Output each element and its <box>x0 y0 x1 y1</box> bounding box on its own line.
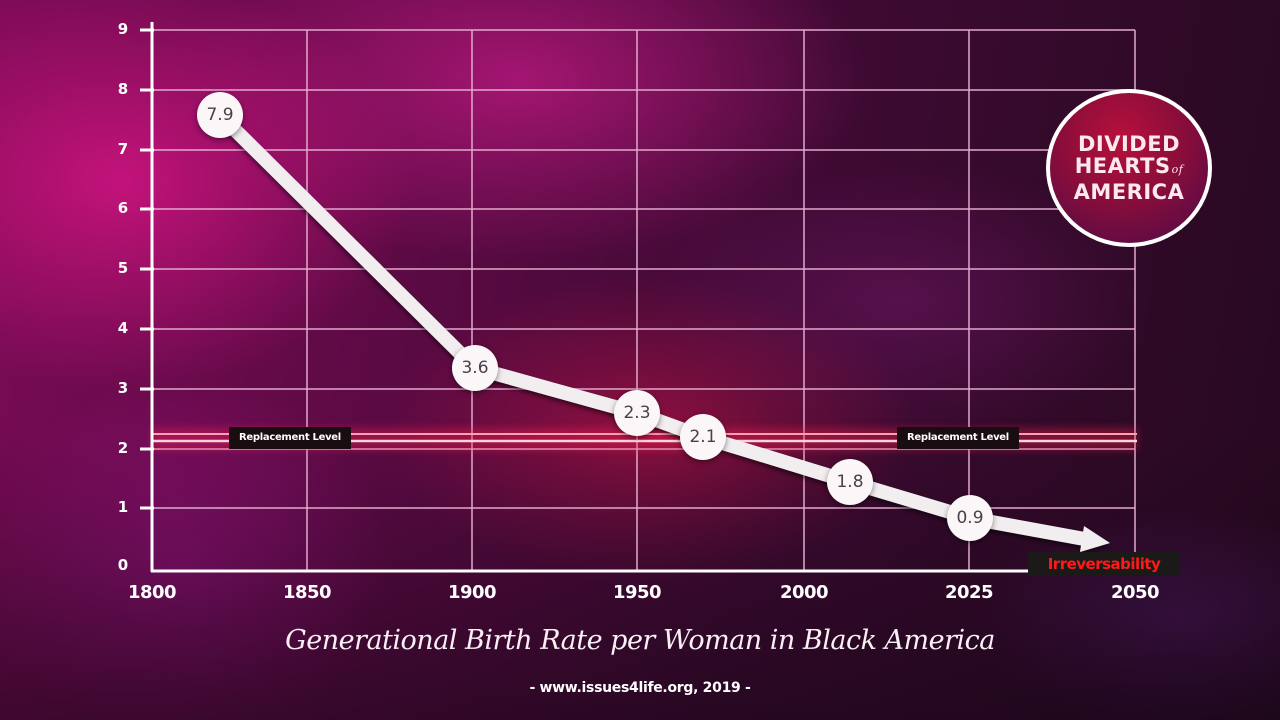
x-tick-label: 2000 <box>779 582 829 603</box>
irreversability-label: Irreversability <box>1028 552 1180 576</box>
vertical-gridlines <box>306 30 1136 570</box>
chart-source: - www.issues4life.org, 2019 - <box>529 680 751 696</box>
y-tick-label: 9 <box>117 20 129 38</box>
x-tick-label: 2050 <box>1110 582 1160 603</box>
x-tick-label: 1950 <box>612 582 662 603</box>
y-tick-label: 4 <box>117 319 129 337</box>
logo-line-2: HEARTSof <box>1075 155 1184 181</box>
y-tick-label: 5 <box>117 259 129 277</box>
logo-line-1: DIVIDED <box>1077 132 1181 156</box>
replacement-level-label-right: Replacement Level <box>897 427 1019 449</box>
logo-of-text: of <box>1171 163 1184 176</box>
y-tick-label: 1 <box>117 498 129 516</box>
replacement-level-label-left: Replacement Level <box>229 427 351 449</box>
trend-arrow <box>215 110 1110 552</box>
divided-hearts-logo: DIVIDED HEARTSof AMERICA <box>1046 89 1212 247</box>
y-tick-label: 8 <box>117 80 129 98</box>
y-tick-label: 7 <box>117 140 129 158</box>
data-point-1950: 2.3 <box>614 390 660 436</box>
data-point-1900: 3.6 <box>452 345 498 391</box>
x-tick-label: 1800 <box>127 582 177 603</box>
x-tick-label: 1900 <box>447 582 497 603</box>
data-point-1820: 7.9 <box>197 92 243 138</box>
y-tick-label: 3 <box>117 379 129 397</box>
logo-line-3: AMERICA <box>1073 180 1185 204</box>
chart-title: Generational Birth Rate per Woman in Bla… <box>285 625 995 656</box>
data-point-1970: 2.1 <box>680 414 726 460</box>
data-point-2015: 1.8 <box>827 459 873 505</box>
axes <box>140 22 1028 573</box>
logo-hearts-text: HEARTS <box>1074 154 1171 178</box>
x-tick-label: 1850 <box>282 582 332 603</box>
y-tick-label: 0 <box>117 556 129 574</box>
y-tick-label: 6 <box>117 199 129 217</box>
y-tick-label: 2 <box>117 439 129 457</box>
x-tick-label: 2025 <box>944 582 994 603</box>
data-point-2025: 0.9 <box>947 495 993 541</box>
